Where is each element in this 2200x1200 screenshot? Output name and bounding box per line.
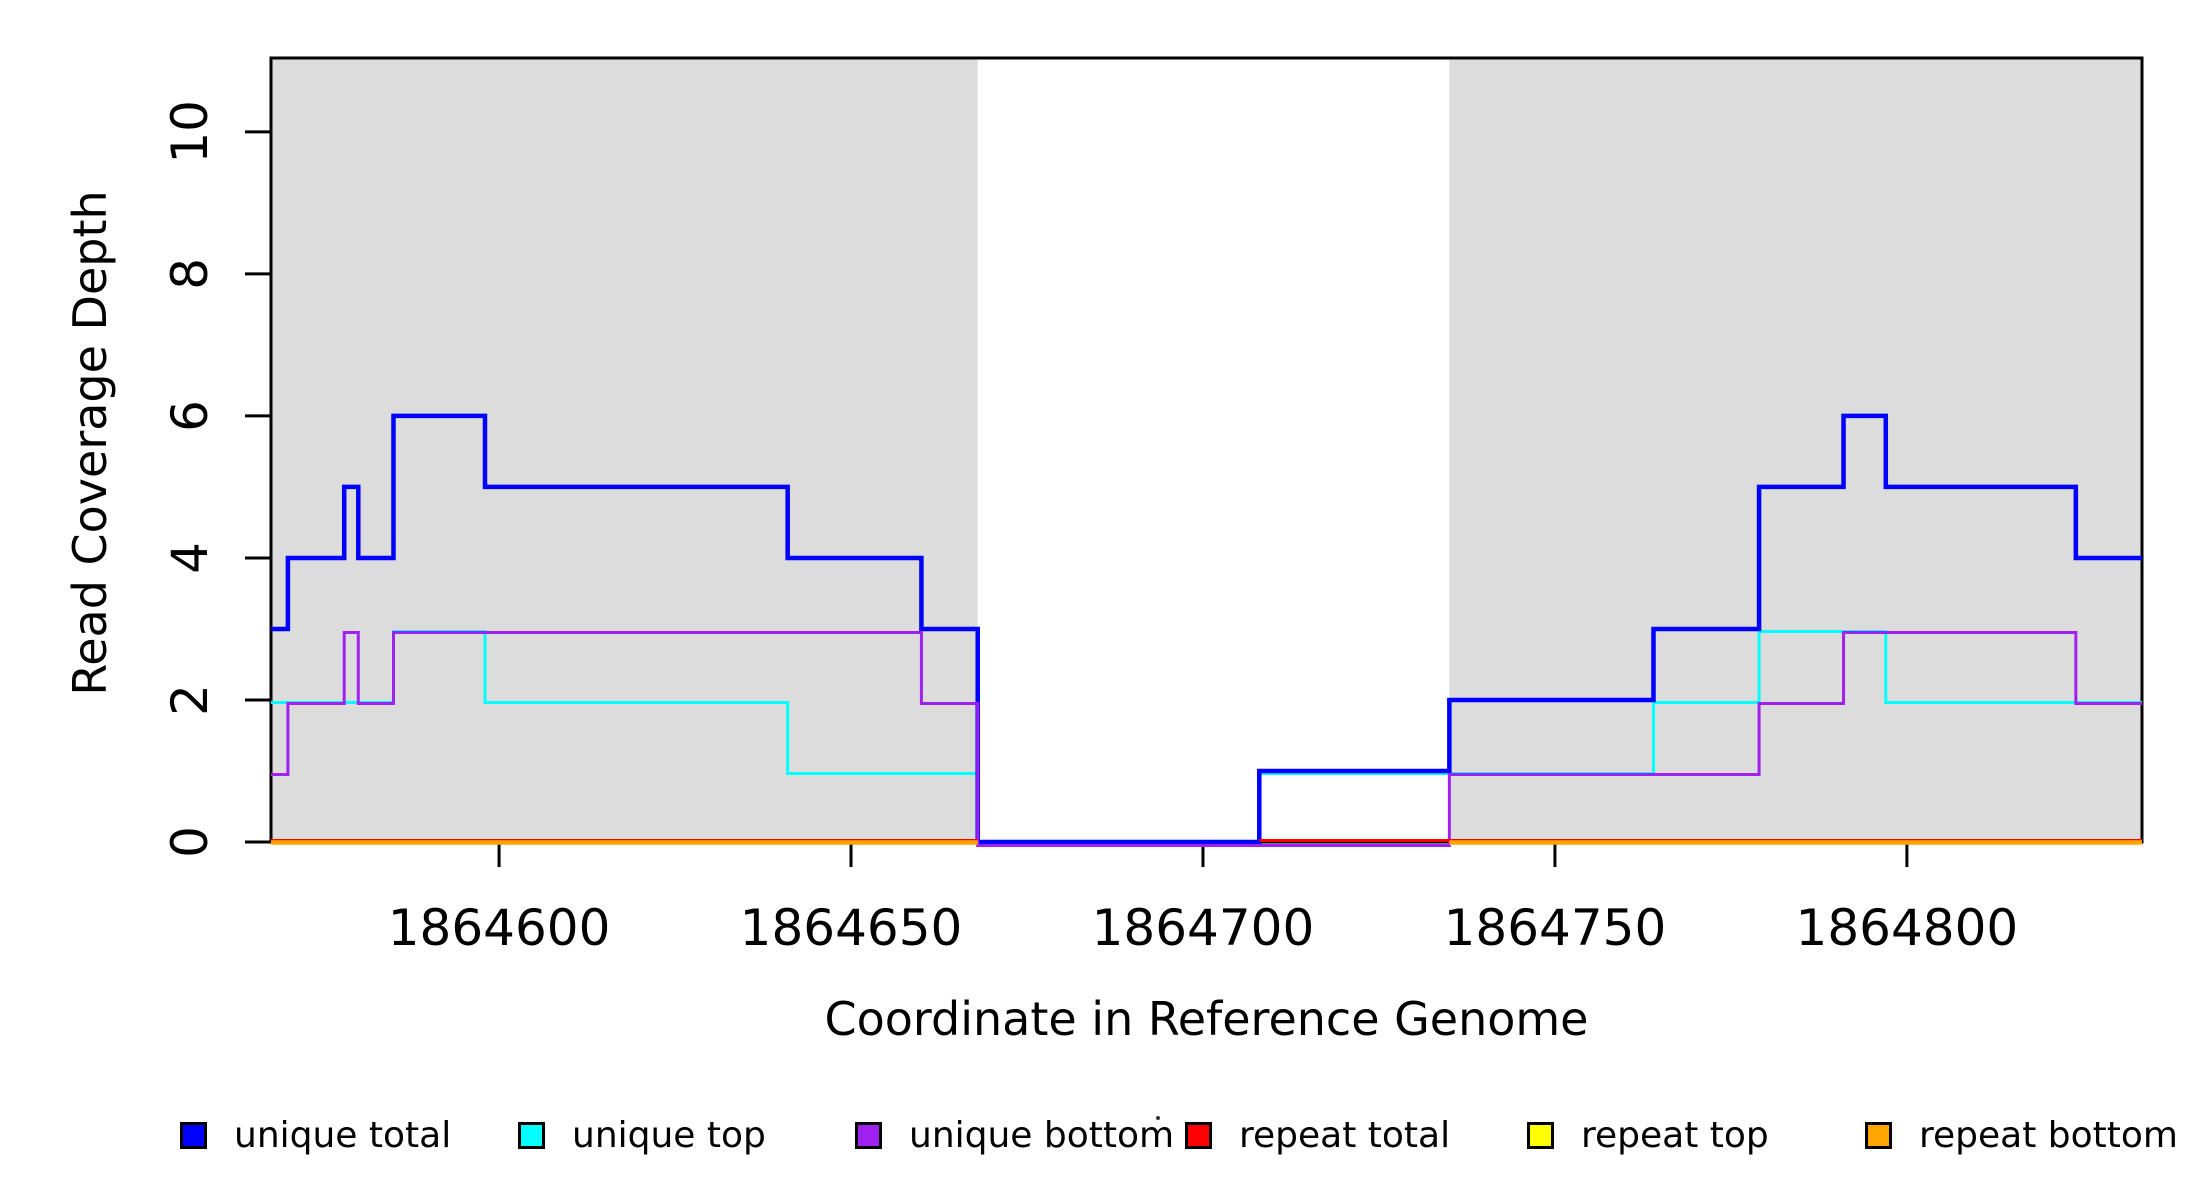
x-axis-title: Coordinate in Reference Genome xyxy=(824,992,1589,1046)
repeat-region-left-shade xyxy=(271,58,978,842)
legend-item-repeat-total: repeat total xyxy=(1185,1115,1450,1156)
legend-item-repeat-top: repeat top xyxy=(1527,1115,1769,1156)
legend-swatch-unique-total xyxy=(180,1122,207,1149)
legend-label: unique top xyxy=(572,1115,766,1156)
legend-item-unique-top: unique top xyxy=(518,1115,766,1156)
series-unique-bottom xyxy=(271,630,2142,847)
y-axis-title: Read Coverage Depth xyxy=(63,190,117,696)
legend-swatch-unique-bottom xyxy=(855,1122,882,1149)
legend-item-unique-total: unique total xyxy=(180,1115,451,1156)
x-tick-label: 1864800 xyxy=(1796,899,2019,957)
y-tick-label: 8 xyxy=(161,258,219,290)
legend-label: unique bottom xyxy=(909,1115,1175,1156)
legend-label: repeat top xyxy=(1581,1115,1769,1156)
y-tick-label: 2 xyxy=(161,684,219,716)
legend-swatch-repeat-total xyxy=(1185,1122,1212,1149)
y-tick-label: 10 xyxy=(161,100,219,164)
legend-swatch-repeat-top xyxy=(1527,1122,1554,1149)
legend-label: repeat total xyxy=(1239,1115,1451,1156)
legend-label: repeat bottom xyxy=(1919,1115,2178,1156)
legend-item-repeat-bottom: repeat bottom xyxy=(1865,1115,2178,1156)
x-tick-label: 1864700 xyxy=(1092,899,1315,957)
repeat-region-right-shade xyxy=(1449,58,2142,842)
legend-swatch-repeat-bottom xyxy=(1865,1122,1892,1149)
legend-label: unique total xyxy=(234,1115,452,1156)
legend-item-unique-bottom: unique bottom xyxy=(855,1115,1174,1156)
y-tick-label: 6 xyxy=(161,400,219,432)
x-tick-label: 1864600 xyxy=(388,899,611,957)
y-tick-label: 4 xyxy=(161,542,219,574)
stray-mark xyxy=(1156,1116,1160,1120)
y-tick-label: 0 xyxy=(161,826,219,858)
x-tick-label: 1864650 xyxy=(740,899,963,957)
x-tick-label: 1864750 xyxy=(1444,899,1667,957)
legend-swatch-unique-top xyxy=(518,1122,545,1149)
